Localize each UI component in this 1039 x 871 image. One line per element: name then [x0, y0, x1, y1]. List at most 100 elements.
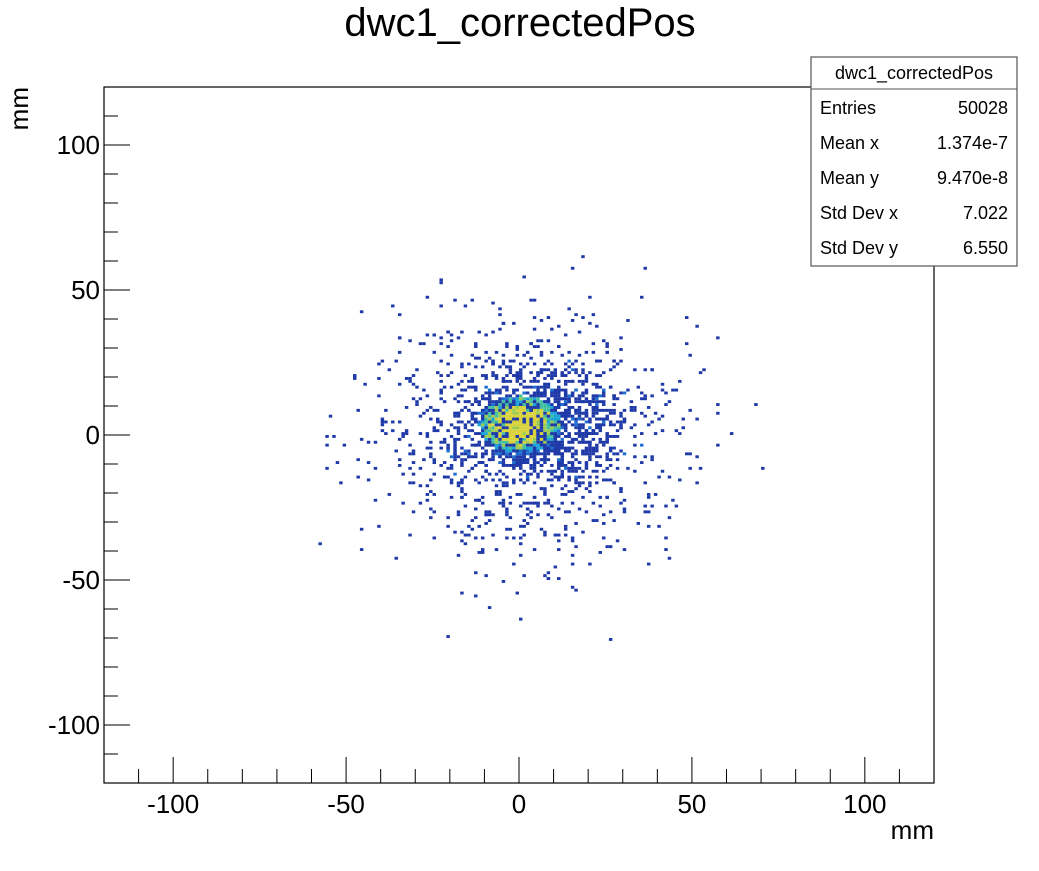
halo-bin	[550, 440, 554, 444]
halo-bin	[536, 371, 540, 375]
halo-bin	[584, 414, 589, 418]
halo-bin	[456, 455, 461, 459]
core-bin	[536, 446, 540, 450]
halo-bin	[456, 484, 461, 488]
halo-bin	[404, 406, 409, 409]
halo-bin	[525, 406, 530, 409]
core-bin	[512, 426, 516, 430]
halo-bin	[716, 403, 720, 406]
halo-bin	[570, 461, 575, 464]
halo-bin	[716, 411, 720, 415]
halo-bin	[519, 504, 523, 508]
core-bin	[532, 411, 537, 415]
halo-bin	[508, 403, 513, 406]
core-bin	[546, 443, 551, 447]
halo-bin	[463, 458, 468, 462]
halo-bin	[653, 493, 658, 496]
core-bin	[519, 423, 523, 427]
halo-bin	[674, 429, 679, 433]
halo-bin	[567, 446, 571, 450]
core-bin	[536, 411, 540, 415]
halo-bin	[595, 403, 599, 406]
halo-bin	[588, 403, 592, 406]
halo-bin	[332, 435, 336, 438]
halo-bin	[453, 455, 457, 459]
halo-bin	[553, 368, 558, 372]
halo-bin	[550, 432, 554, 435]
halo-bin	[581, 440, 585, 444]
halo-bin	[536, 440, 540, 444]
halo-bin	[429, 452, 433, 456]
halo-bin	[563, 403, 568, 406]
halo-bin	[588, 321, 592, 325]
core-bin	[491, 420, 495, 424]
halo-bin	[460, 446, 464, 450]
halo-bin	[643, 397, 647, 401]
halo-bin	[359, 527, 364, 531]
core-bin	[487, 411, 492, 415]
halo-bin	[581, 475, 585, 479]
halo-bin	[591, 452, 596, 456]
halo-bin	[650, 368, 654, 372]
halo-bin	[570, 446, 575, 450]
core-bin	[525, 440, 530, 444]
halo-bin	[505, 426, 509, 430]
halo-bin	[498, 391, 502, 395]
halo-bin	[508, 359, 513, 363]
halo-bin	[480, 501, 485, 505]
halo-bin	[480, 446, 485, 450]
halo-bin	[467, 469, 471, 473]
halo-bin	[356, 408, 360, 412]
halo-bin	[505, 394, 509, 398]
halo-bin	[519, 553, 523, 557]
core-bin	[519, 435, 523, 438]
halo-bin	[557, 406, 561, 409]
halo-bin	[491, 391, 495, 395]
halo-bin	[567, 350, 571, 354]
halo-bin	[432, 461, 436, 464]
halo-bin	[353, 374, 357, 377]
core-bin	[491, 437, 495, 441]
halo-bin	[657, 417, 661, 421]
halo-bin	[563, 391, 568, 395]
halo-bin	[415, 403, 419, 406]
halo-bin	[460, 365, 464, 369]
halo-bin	[477, 524, 481, 528]
halo-bin	[574, 432, 578, 435]
halo-bin	[633, 455, 637, 459]
halo-bin	[539, 391, 544, 395]
halo-bin	[487, 403, 492, 406]
halo-bin	[422, 342, 426, 346]
halo-bin	[678, 478, 682, 482]
halo-bin	[408, 481, 412, 485]
halo-bin	[519, 437, 523, 441]
halo-bin	[636, 522, 641, 525]
core-bin	[543, 417, 547, 421]
halo-bin	[436, 420, 440, 424]
halo-bin	[560, 455, 564, 459]
halo-bin	[595, 324, 599, 328]
halo-bin	[543, 411, 547, 415]
halo-bin	[529, 356, 533, 360]
halo-bin	[660, 469, 665, 473]
halo-bin	[557, 461, 561, 464]
halo-bin	[491, 330, 495, 334]
halo-bin	[446, 330, 450, 334]
halo-bin	[377, 362, 381, 366]
halo-bin	[436, 408, 440, 412]
halo-bin	[577, 379, 582, 383]
halo-bin	[474, 478, 478, 482]
halo-bin	[474, 464, 478, 467]
halo-bin	[505, 374, 509, 377]
halo-bin	[460, 394, 464, 398]
halo-bin	[522, 411, 526, 415]
halo-bin	[463, 426, 468, 430]
core-bin	[508, 435, 513, 438]
halo-bin	[429, 440, 433, 444]
halo-bin	[598, 400, 602, 404]
halo-bin	[366, 478, 371, 482]
halo-bin	[539, 440, 544, 444]
halo-bin	[543, 533, 547, 537]
halo-bin	[567, 461, 571, 464]
halo-bin	[491, 443, 495, 447]
